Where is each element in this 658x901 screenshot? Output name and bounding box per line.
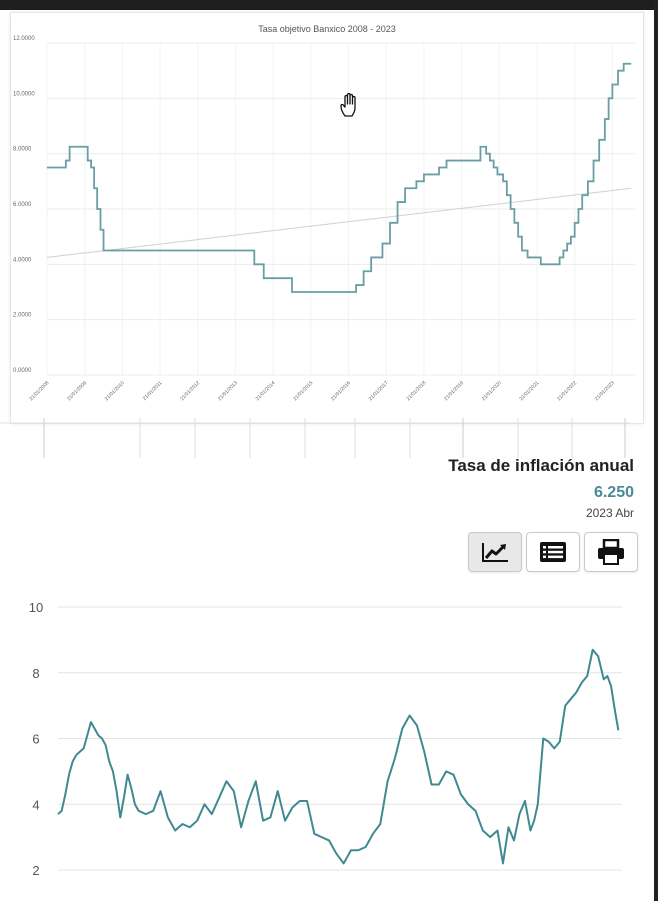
x-tick-label: 21/01/2010 [104, 380, 126, 402]
y-tick-label: 8.0000 [13, 147, 32, 153]
y-tick-label: 2.0000 [13, 313, 32, 319]
inflation-series-line [57, 648, 620, 865]
window-top-bar [0, 0, 658, 10]
x-tick-label: 21/01/2012 [179, 380, 201, 402]
x-tick-label: 21/01/2021 [518, 380, 540, 402]
y-tick-label: 8 [32, 666, 39, 681]
grid-strip [0, 418, 630, 458]
y-tick-label: 6.0000 [13, 202, 32, 208]
inflation-title: Tasa de inflación anual [448, 456, 634, 475]
trend-line [46, 187, 632, 258]
inflation-chart: 2 4 6 8 10 [29, 600, 622, 878]
rate-chart-panel: Tasa objetivo Banxico 2008 - 2023 0.0000 2… [10, 12, 644, 424]
x-tick-label: 21/01/2019 [443, 380, 465, 402]
x-tick-label: 21/01/2016 [330, 380, 352, 402]
table-list-icon [540, 542, 566, 562]
y-tick-label: 12.0000 [13, 36, 35, 42]
y-tick-label: 10.0000 [13, 91, 35, 97]
window-right-edge [654, 0, 658, 901]
y-tick-label: 0.0000 [13, 368, 32, 374]
x-tick-label: 21/01/2017 [368, 380, 390, 402]
inflation-date: 2023 Abr [585, 506, 634, 520]
x-tick-label: 21/01/2022 [556, 380, 578, 402]
x-tick-label: 21/01/2013 [217, 380, 239, 402]
x-tick-label: 21/01/2009 [66, 380, 88, 402]
x-tick-label: 21/01/2023 [594, 380, 616, 402]
x-tick-label: 21/01/2008 [28, 380, 50, 402]
y-tick-label: 4.0000 [13, 257, 32, 263]
y-tick-label: 6 [32, 732, 39, 747]
rate-series-line [47, 62, 632, 293]
y-tick-label: 4 [32, 797, 39, 812]
x-tick-label: 21/01/2015 [292, 380, 314, 402]
inflation-value: 6.250 [593, 484, 634, 501]
y-tick-label: 2 [32, 863, 39, 878]
hand-cursor-icon [340, 92, 356, 117]
y-tick-label: 10 [29, 600, 43, 615]
chart-view-button[interactable] [468, 532, 522, 572]
print-button[interactable] [584, 532, 638, 572]
line-chart-icon [482, 543, 508, 562]
x-tick-label: 21/01/2018 [405, 380, 427, 402]
x-tick-label: 21/01/2014 [255, 380, 277, 402]
x-tick-label: 21/01/2011 [142, 380, 164, 402]
rate-chart: Tasa objetivo Banxico 2008 - 2023 0.0000 2… [13, 24, 635, 402]
chart-title: Tasa objetivo Banxico 2008 - 2023 [258, 24, 396, 34]
printer-icon [598, 539, 624, 565]
table-view-button[interactable] [526, 532, 580, 572]
x-tick-label: 21/01/2020 [481, 380, 503, 402]
